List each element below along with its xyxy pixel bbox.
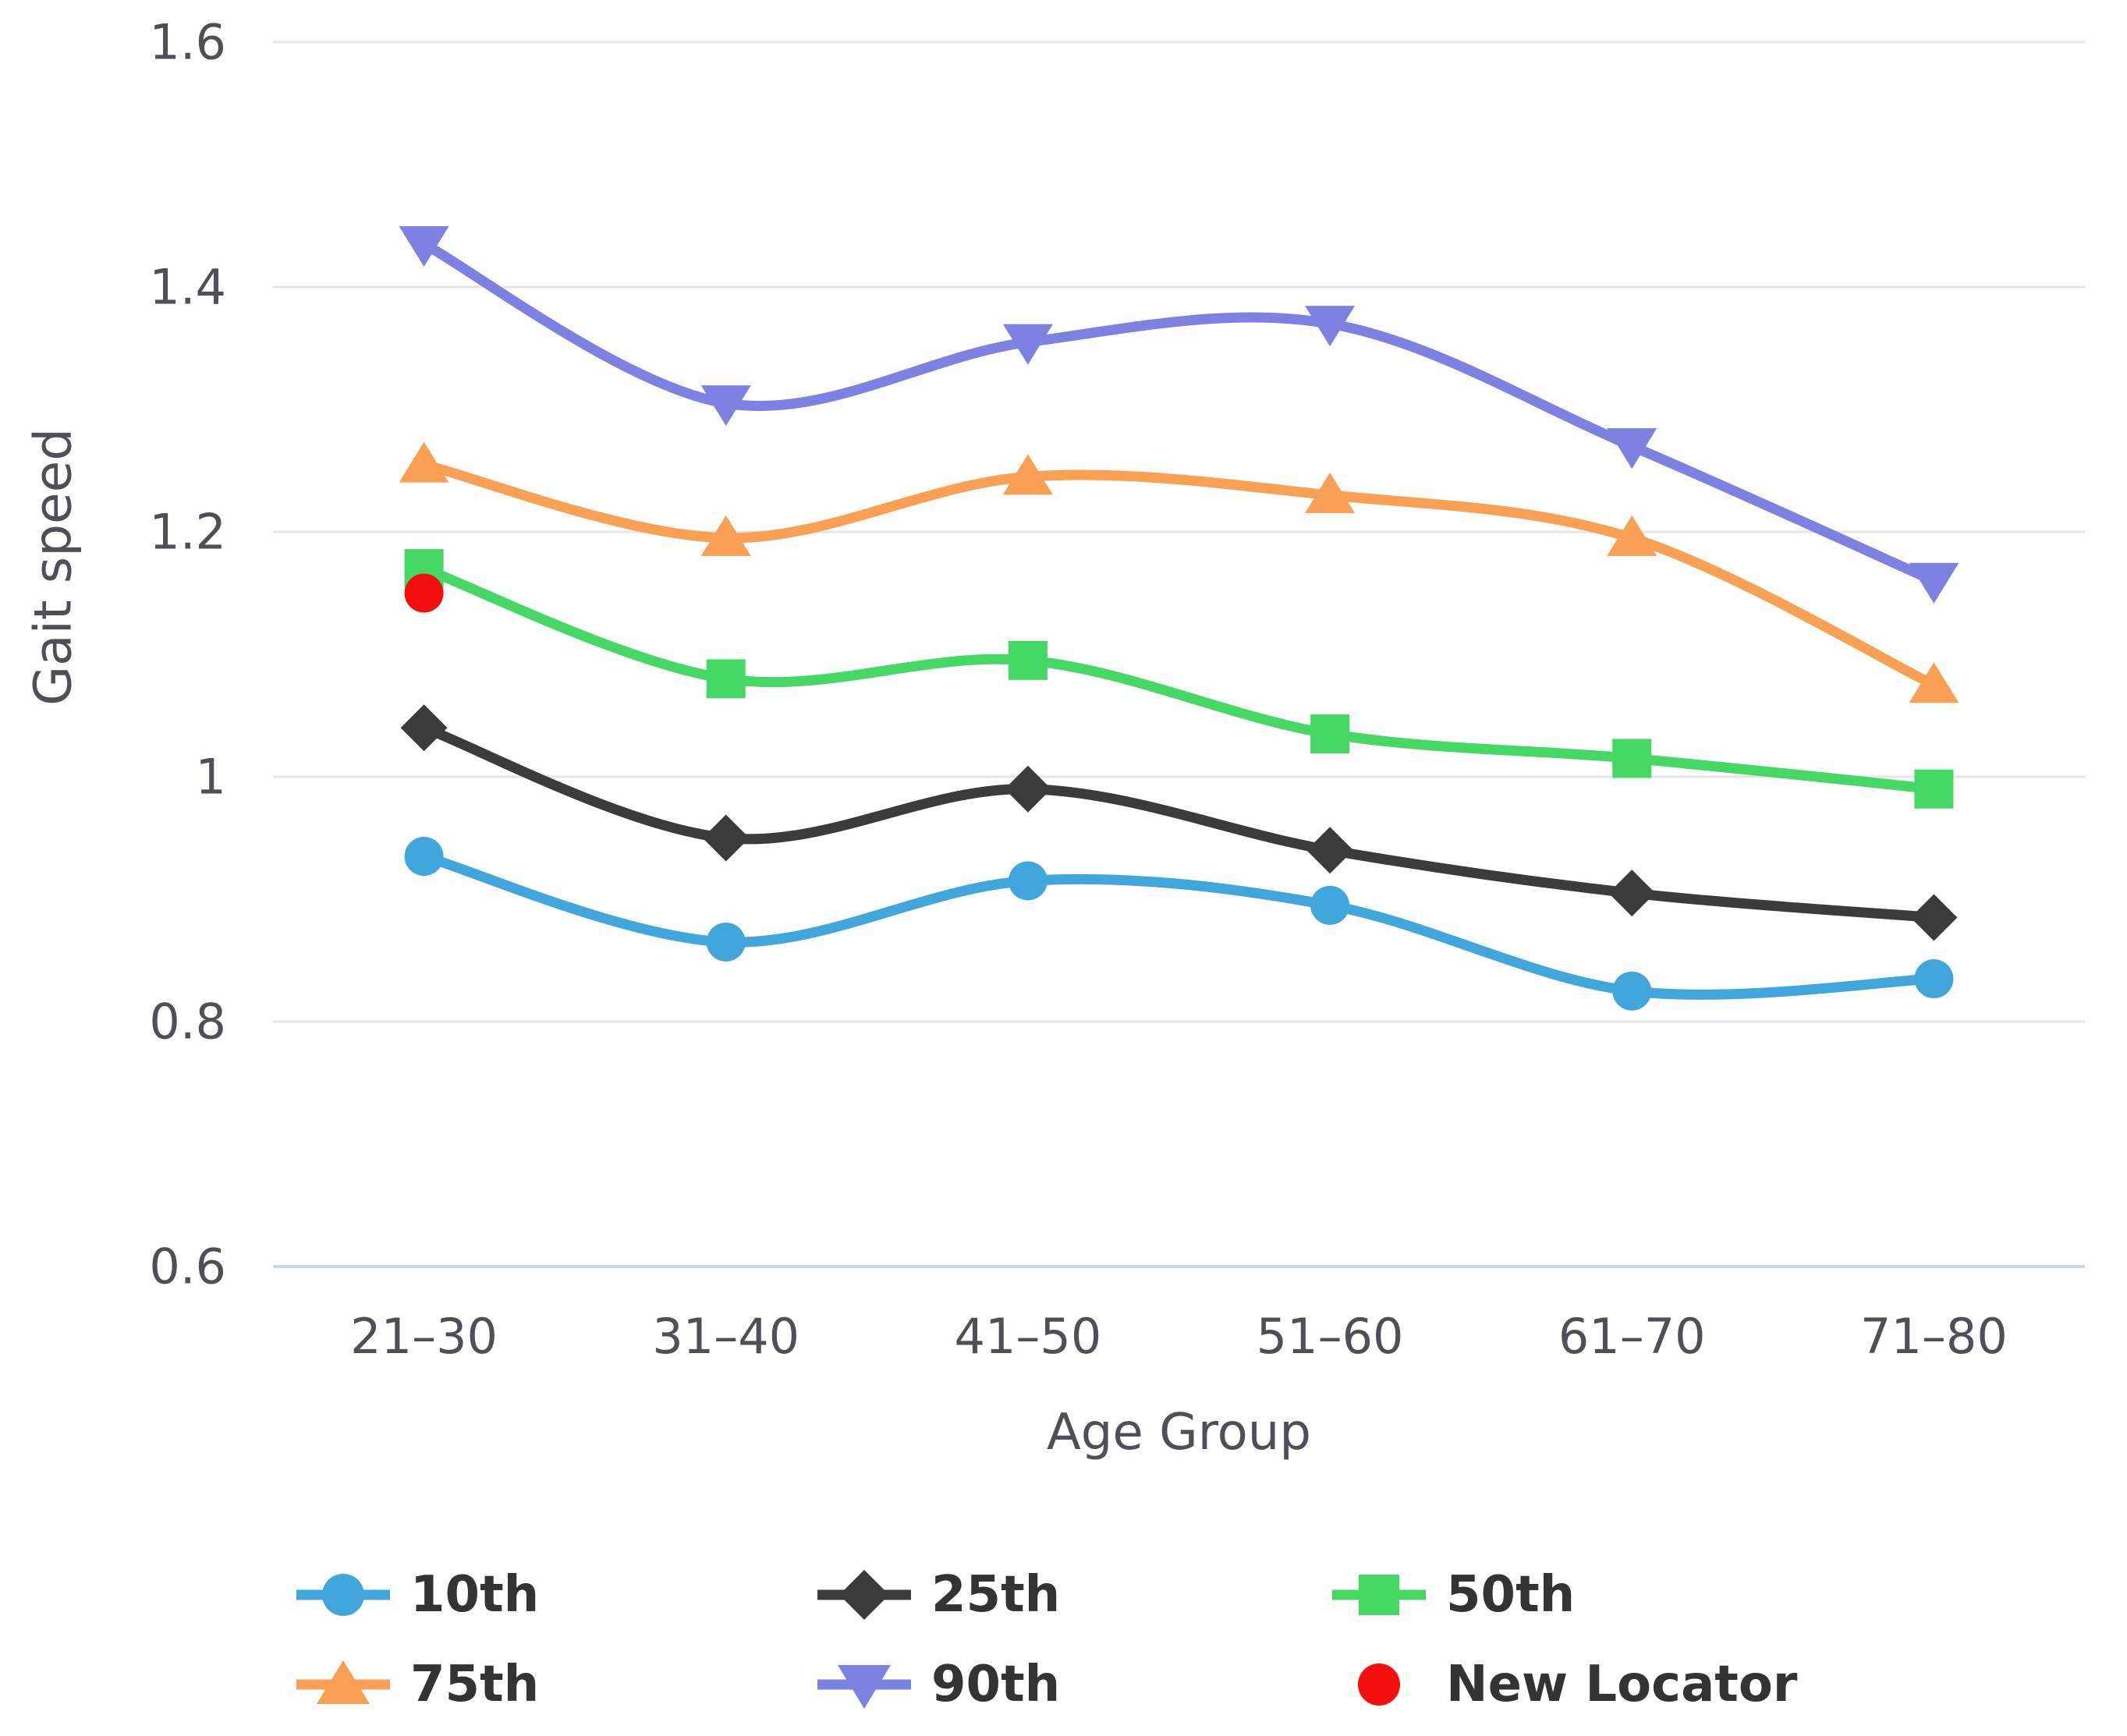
series-point-50th[interactable] [1612,739,1652,778]
series-point-50th[interactable] [1310,714,1350,754]
legend-label: 90th [931,1656,1061,1713]
legend-item-25th[interactable]: 25th [817,1564,1060,1626]
legend-label: 75th [410,1656,540,1713]
series-point-10th[interactable] [1008,861,1048,901]
series-point-50th[interactable] [1914,769,1954,809]
series-point-10th[interactable] [1310,885,1350,925]
x-tick-label: 71–80 [1860,1308,2008,1365]
x-tick-label: 61–70 [1558,1308,1706,1365]
point-new-locator[interactable] [404,573,444,613]
series-point-90th[interactable] [1909,562,1959,604]
y-tick-label: 1.4 [149,259,226,316]
series-point-90th[interactable] [1002,324,1053,365]
series-point-10th[interactable] [1914,959,1954,999]
75th-legend-marker-icon [296,1660,390,1704]
series-point-90th[interactable] [1305,306,1356,347]
25th-legend-marker-icon [817,1570,911,1620]
series-point-10th[interactable] [706,922,746,962]
legend-label: New Locator [1446,1656,1798,1713]
x-tick-label: 41–50 [955,1308,1102,1365]
series-point-90th[interactable] [700,385,751,427]
x-tick-label: 21–30 [350,1308,498,1365]
series-point-25th[interactable] [1306,827,1354,874]
series-point-25th[interactable] [1608,870,1656,917]
legend-label: 25th [931,1566,1061,1624]
series-line-10th [419,851,1939,1000]
series-line-25th [419,722,1939,923]
series-line-75th [419,459,1939,690]
y-tick-label: 1.6 [149,14,226,71]
series-point-75th[interactable] [1607,515,1657,556]
series-point-75th[interactable] [1002,454,1053,495]
series-point-25th[interactable] [1910,894,1958,941]
series-point-10th[interactable] [404,837,444,877]
legend-item-new-locator[interactable]: New Locator [1332,1653,1797,1716]
10th-legend-marker-icon [296,1574,390,1616]
x-axis-title: Age Group [1047,1404,1311,1461]
series-point-50th[interactable] [706,659,746,699]
y-axis-title: Gait speed [23,427,83,706]
series-point-25th[interactable] [702,814,750,862]
series-point-75th[interactable] [1305,472,1356,513]
x-tick-label: 51–60 [1257,1308,1404,1365]
series-point-75th[interactable] [1909,662,1959,703]
series-line-50th [419,563,1939,795]
series-point-75th[interactable] [399,441,449,483]
series-line-90th [419,239,1939,586]
legend-label: 10th [410,1566,540,1624]
series-point-25th[interactable] [1004,765,1051,813]
y-tick-label: 1 [196,749,226,806]
series-point-25th[interactable] [400,704,448,752]
series-point-90th[interactable] [1607,428,1657,469]
new-locator-legend-marker-icon [1358,1663,1400,1706]
50th-legend-marker-icon [1332,1575,1426,1615]
x-tick-label: 31–40 [652,1308,799,1365]
series-point-10th[interactable] [1612,971,1652,1011]
y-tick-label: 0.6 [149,1238,226,1295]
legend-item-75th[interactable]: 75th [296,1653,539,1716]
legend-item-50th[interactable]: 50th [1332,1564,1575,1626]
series-point-50th[interactable] [1008,640,1048,680]
90th-legend-marker-icon [817,1665,911,1709]
y-tick-label: 0.8 [149,994,226,1050]
legend-item-90th[interactable]: 90th [817,1653,1060,1716]
series-point-75th[interactable] [700,515,751,556]
legend-label: 50th [1446,1566,1576,1624]
legend-item-10th[interactable]: 10th [296,1564,539,1626]
series-point-90th[interactable] [399,226,449,267]
y-tick-label: 1.2 [149,504,226,561]
